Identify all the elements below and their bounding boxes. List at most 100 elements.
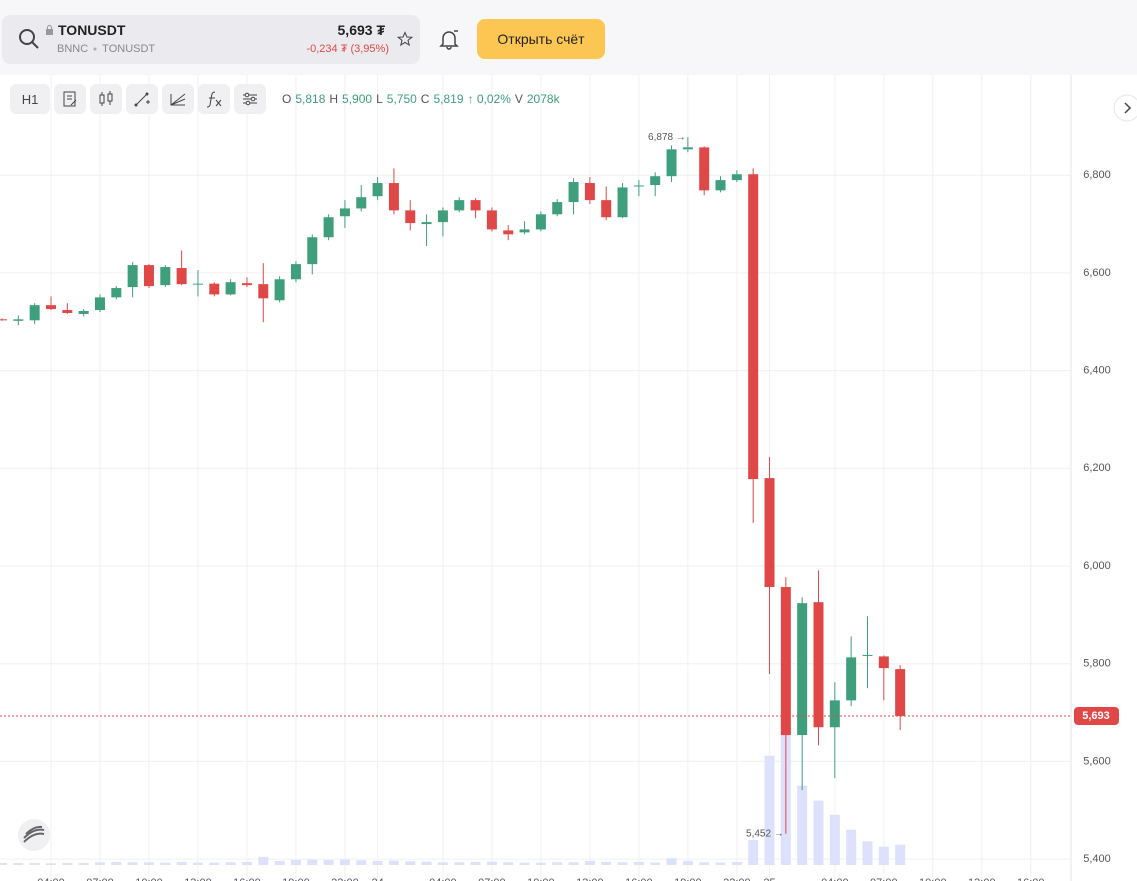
volume-bar [307,859,318,865]
candle-body [143,265,154,287]
ohlc-key: L [376,92,383,106]
y-tick-label: 6,000 [1083,560,1111,572]
volume-bar [339,859,350,865]
x-tick-label: 13:00 [184,877,212,881]
x-tick-label: 19:00 [674,877,702,881]
volume-bar [160,862,171,865]
last-price-tag [1074,707,1119,726]
volume-bar [454,862,465,865]
x-tick-label: 10:00 [135,877,163,881]
volume-bar [437,862,448,865]
volume-bar [552,862,563,865]
expand-button[interactable] [1113,94,1137,122]
candle-body [486,210,497,230]
candle-body [127,265,138,288]
candle-body [503,230,514,235]
ohlc-value: 5,750 [386,92,417,106]
volume-bar [372,860,383,865]
candle-body [878,656,889,669]
x-tick-label: 07:00 [86,877,114,881]
candle-body [699,147,710,191]
candle-body [862,654,873,656]
volume-bar [797,785,808,865]
volume-bar [78,862,89,865]
formula-button[interactable] [198,84,230,114]
volume-bar [748,839,759,865]
x-tick-label: 24 [371,877,383,881]
volume-bar [323,859,334,865]
y-tick-label: 6,200 [1083,462,1111,474]
alert-bell[interactable] [438,28,460,50]
ohlc-value: 2078k [526,92,560,106]
x-tick-label: 16:00 [625,877,653,881]
candle-body [421,222,432,225]
extreme-label: 6,878 → [648,132,686,143]
volume-bar [176,861,187,865]
candle-body [111,288,122,298]
volume-bar [290,859,301,865]
y-tick-label: 6,600 [1083,267,1111,279]
candle-body [323,217,334,238]
candle-body [617,187,628,218]
interval-button[interactable]: H1 [10,84,50,114]
volume-bar [895,844,906,865]
volume-bar [258,856,269,865]
x-tick-label: 07:00 [870,877,898,881]
candle-body [633,185,644,187]
candle-body [715,180,726,191]
candle-body [241,283,252,286]
candle-body [13,319,24,321]
volume-bar [421,861,432,865]
candle-body [552,202,563,215]
x-tick-label: 07:00 [478,877,506,881]
volume-bar [209,862,220,865]
volume-bar [601,861,612,865]
last-price: 5,693 ₮ [337,22,385,38]
extreme-label: 5,452 → [746,828,784,839]
lock-icon [46,25,53,35]
x-tick-label: 04:00 [37,877,65,881]
candle-body [372,183,383,197]
indicators-button[interactable] [54,84,86,114]
candle-body [895,669,906,717]
volume-bar [111,861,122,865]
candle-body [731,174,742,181]
open-account-button[interactable]: Открыть счёт [477,19,605,59]
settings-button[interactable] [234,84,266,114]
chart-type-button[interactable] [90,84,122,114]
candle-body [94,297,105,311]
volume-bar [0,862,7,865]
favorite-star[interactable] [397,31,413,47]
y-tick-label: 5,600 [1083,755,1111,767]
draw-line-button[interactable] [126,84,158,114]
volume-bar [192,862,203,865]
candle-body [0,319,7,321]
ohlc-key: C [420,92,430,106]
candle-body [829,700,840,728]
x-tick-label: 25 [763,877,775,881]
ohlc-value: 5,819 [433,92,464,106]
symbol-box[interactable] [2,15,420,64]
search-icon[interactable] [17,27,41,51]
volume-bar [862,841,873,865]
candle-body [764,478,775,588]
candle-body [813,602,824,728]
candle-body [78,311,89,314]
volume-bar [356,860,367,865]
candle-body [568,182,579,203]
candle-body [650,176,661,185]
ohlc-key: V [514,92,523,106]
candle-body [780,587,791,736]
volume-bar [143,862,154,865]
volume-bar [764,755,775,865]
x-tick-label: 10:00 [527,877,555,881]
candle-body [45,305,56,310]
fib-button[interactable] [162,84,194,114]
symbol: TONUSDT [58,22,126,38]
candle-body [454,200,465,211]
candle-body [160,267,171,286]
y-tick-label: 6,800 [1083,169,1111,181]
candle-body [192,283,203,285]
symbol-sub: BNNC TONUSDT [57,43,155,55]
